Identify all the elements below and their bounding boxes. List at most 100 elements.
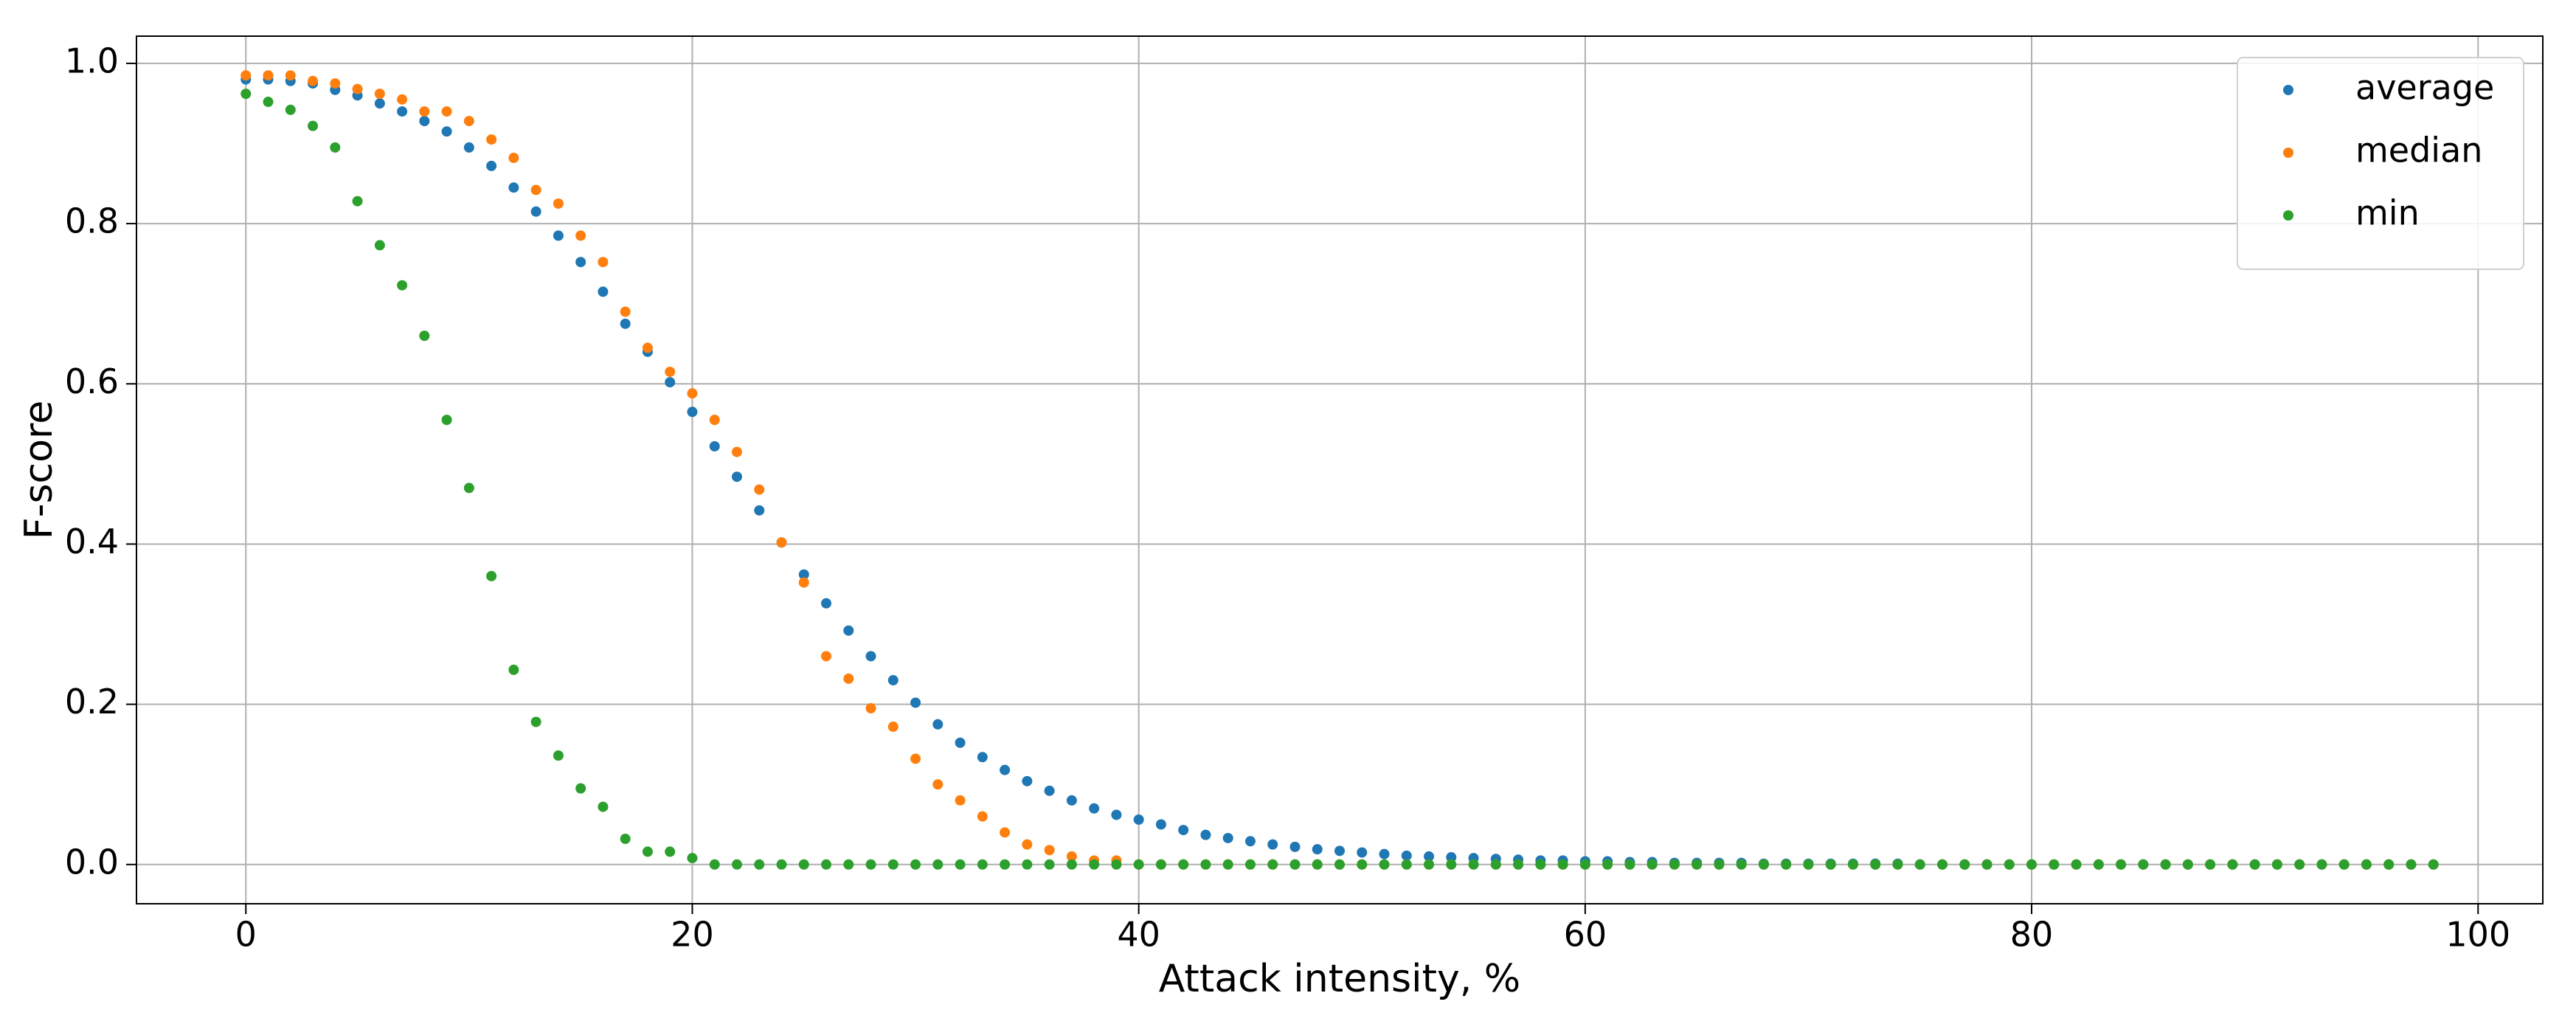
y-tick-label: 0.0 [65, 842, 119, 882]
point [1155, 859, 1166, 870]
point [1892, 859, 1903, 870]
point [2249, 859, 2260, 870]
point [1066, 851, 1077, 862]
point [1825, 859, 1836, 870]
point [2316, 859, 2327, 870]
point [1178, 825, 1189, 836]
point [1847, 859, 1858, 870]
point [754, 484, 765, 495]
point [463, 116, 474, 127]
point [977, 811, 988, 822]
point [2406, 859, 2417, 870]
point [1758, 859, 1769, 870]
point [2004, 859, 2015, 870]
point [887, 675, 899, 686]
point [1446, 852, 1457, 863]
point [1044, 785, 1055, 796]
point [1289, 859, 1301, 870]
point [285, 70, 296, 81]
point [910, 859, 921, 870]
point [843, 859, 854, 870]
legend-marker [2283, 148, 2293, 158]
point [1736, 859, 1747, 870]
point [2071, 859, 2082, 870]
point [1111, 809, 1122, 820]
point [508, 153, 519, 164]
point [642, 846, 653, 857]
point [2361, 859, 2372, 870]
point [1490, 859, 1501, 870]
point [1959, 859, 1970, 870]
point [1357, 859, 1368, 870]
point [1000, 764, 1011, 775]
point [441, 126, 452, 137]
point [374, 98, 385, 109]
point [2138, 859, 2149, 870]
point [553, 230, 564, 241]
point [620, 318, 631, 329]
point [821, 598, 832, 609]
point [1401, 859, 1412, 870]
point [843, 625, 854, 636]
point [977, 859, 988, 870]
point [1044, 859, 1055, 870]
point [1803, 859, 1814, 870]
point [1312, 844, 1323, 855]
point [530, 716, 541, 727]
point [1178, 859, 1189, 870]
point [709, 415, 720, 426]
y-tick-label: 0.4 [65, 522, 119, 561]
x-tick-label: 40 [1117, 915, 1160, 955]
point [1692, 859, 1703, 870]
point [955, 859, 966, 870]
point [2294, 859, 2305, 870]
y-tick-label: 0.8 [65, 201, 119, 241]
point [1424, 851, 1435, 862]
point [1200, 829, 1211, 840]
point [1914, 859, 1925, 870]
point [1870, 859, 1881, 870]
point [1000, 827, 1011, 838]
point [709, 440, 720, 452]
y-axis-label: F-score [17, 401, 61, 539]
point [687, 388, 698, 399]
point [1401, 850, 1412, 861]
point [798, 859, 809, 870]
point [1468, 859, 1479, 870]
point [1379, 848, 1390, 859]
legend-label: average [2355, 68, 2494, 108]
point [419, 106, 430, 117]
point [240, 89, 252, 100]
point [285, 104, 296, 115]
point [1089, 859, 1100, 870]
point [2227, 859, 2238, 870]
point [1222, 832, 1233, 843]
y-tick-label: 0.2 [65, 682, 119, 722]
point [1981, 859, 1992, 870]
point [1022, 859, 1033, 870]
point [486, 134, 497, 145]
point [1579, 859, 1590, 870]
point [865, 651, 876, 662]
point [2026, 859, 2037, 870]
point [263, 70, 274, 81]
point [374, 240, 385, 251]
legend-label: median [2355, 131, 2482, 170]
point [263, 97, 274, 108]
point [932, 719, 944, 730]
point [642, 342, 653, 353]
point [419, 116, 430, 127]
point [1267, 859, 1278, 870]
point [798, 569, 809, 580]
point [1557, 859, 1568, 870]
point [1937, 859, 1948, 870]
point [1289, 841, 1301, 852]
point [1089, 803, 1100, 814]
point [352, 83, 363, 94]
point [397, 106, 408, 117]
point [397, 280, 408, 291]
point [1781, 859, 1792, 870]
point [910, 753, 921, 764]
point [1535, 859, 1546, 870]
point [1222, 859, 1233, 870]
